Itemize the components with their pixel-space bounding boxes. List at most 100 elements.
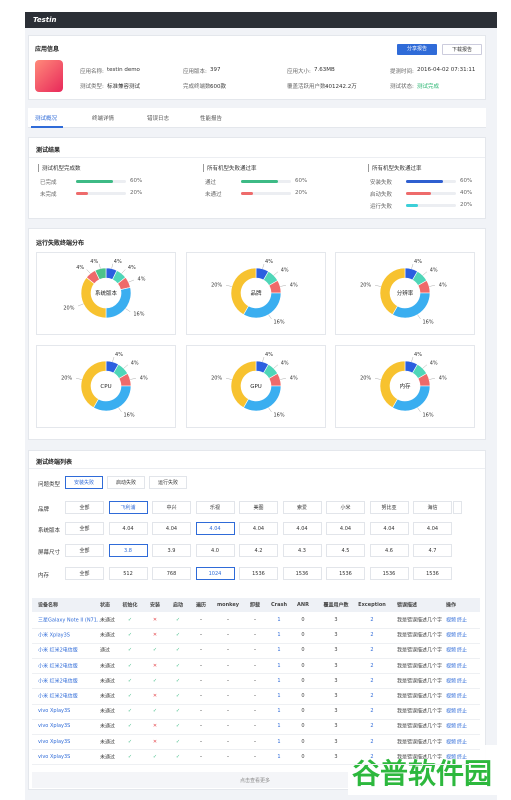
device-name[interactable]: vivo Xplay3S xyxy=(38,753,71,760)
filter-option[interactable]: 全部 xyxy=(65,501,104,514)
donut-slice xyxy=(94,267,107,280)
filter-option[interactable]: 4.04 xyxy=(195,522,235,535)
cell: – xyxy=(199,632,203,639)
filter-option[interactable]: 4.5 xyxy=(326,544,365,557)
row-divider xyxy=(32,749,480,751)
logo[interactable]: Testin xyxy=(33,16,57,24)
tab[interactable]: 性能报告 xyxy=(200,116,223,122)
filter-option[interactable]: 1536 xyxy=(239,567,278,580)
filter-option[interactable]: 3.8 xyxy=(108,544,148,557)
device-name[interactable]: 小米 Xplay3S xyxy=(38,632,70,639)
slice-label: 4% xyxy=(265,352,273,358)
cell: ✕ xyxy=(152,632,158,639)
tab[interactable]: 错误日志 xyxy=(147,116,170,122)
filter-option[interactable]: 飞利浦 xyxy=(108,501,148,514)
filter-option[interactable]: 小米 xyxy=(326,501,365,514)
leader-line xyxy=(411,356,414,362)
slice-label: 4% xyxy=(265,259,273,265)
action-link[interactable]: 视频 xyxy=(446,754,457,761)
filter-option[interactable]: 4.04 xyxy=(108,522,148,535)
action-link[interactable]: 终止 xyxy=(457,693,468,700)
filter-option[interactable]: 4.7 xyxy=(413,544,452,557)
filter-option[interactable]: 全部 xyxy=(65,522,104,535)
action-link[interactable]: 视频 xyxy=(446,632,457,639)
filter-option[interactable]: 4.6 xyxy=(369,544,409,557)
filter-option[interactable]: 1536 xyxy=(282,567,322,580)
slice-label: 4% xyxy=(290,375,298,381)
action-link[interactable]: 终止 xyxy=(457,617,468,624)
action-link[interactable]: 终止 xyxy=(457,754,468,761)
filter-option[interactable]: 4.3 xyxy=(282,544,322,557)
filter-option[interactable]: 1536 xyxy=(326,567,365,580)
filter-option[interactable]: 全部 xyxy=(65,567,104,580)
action-link[interactable]: 视频 xyxy=(446,678,457,685)
filter-option[interactable]: 1024 xyxy=(195,567,235,580)
device-name[interactable]: 小米 红米2电信版 xyxy=(38,647,78,654)
bar-track xyxy=(406,192,456,195)
action-link[interactable]: 终止 xyxy=(457,708,468,715)
filter-option[interactable]: 3.9 xyxy=(152,544,191,557)
action-link[interactable]: 视频 xyxy=(446,693,457,700)
action-link[interactable]: 视频 xyxy=(446,739,457,746)
action-link[interactable]: 终止 xyxy=(457,647,468,654)
filter-option[interactable]: 4.04 xyxy=(369,522,409,535)
action-link[interactable]: 视频 xyxy=(446,663,457,670)
filter-option[interactable]: 4.04 xyxy=(326,522,365,535)
slice-label: 20% xyxy=(211,282,222,288)
share-button[interactable]: 分享报告 xyxy=(397,44,437,55)
action-link[interactable]: 终止 xyxy=(457,632,468,639)
action-link[interactable]: 视频 xyxy=(446,723,457,730)
tab[interactable]: 测试概况 xyxy=(35,116,58,122)
filter-option[interactable]: 4.2 xyxy=(239,544,278,557)
filter-option[interactable]: 启动失败 xyxy=(107,476,145,489)
action-link[interactable]: 终止 xyxy=(457,723,468,730)
filter-option[interactable]: 全部 xyxy=(65,544,104,557)
tab[interactable]: 终端详情 xyxy=(92,116,115,122)
action-link[interactable]: 视频 xyxy=(446,647,457,654)
cell: – xyxy=(199,738,203,745)
cell: ✓ xyxy=(127,723,133,730)
filter-option[interactable]: 索爱 xyxy=(282,501,322,514)
action-link[interactable]: 终止 xyxy=(457,678,468,685)
filter-option[interactable]: 乐视 xyxy=(195,501,235,514)
device-name[interactable]: 小米 红米2电信版 xyxy=(38,678,78,685)
row-divider xyxy=(32,673,480,675)
device-name[interactable]: 三星Galaxy Note II (N71... xyxy=(38,617,102,624)
filter-option[interactable]: 运行失败 xyxy=(149,476,187,489)
device-name[interactable]: vivo Xplay3S xyxy=(38,738,71,745)
device-name[interactable]: vivo Xplay3S xyxy=(38,708,71,715)
filter-option[interactable]: 海信 xyxy=(413,501,452,514)
divider xyxy=(29,157,485,158)
filter-option[interactable]: 努比亚 xyxy=(369,501,409,514)
filter-option[interactable]: 中兴 xyxy=(152,501,191,514)
cell: – xyxy=(253,693,257,699)
leader-line xyxy=(128,279,135,283)
leader-line xyxy=(123,364,129,369)
slice-label: 4% xyxy=(140,375,148,381)
dropdown-toggle[interactable] xyxy=(453,501,462,514)
cell: – xyxy=(199,693,203,699)
device-name[interactable]: vivo Xplay3S xyxy=(38,723,71,730)
filter-option[interactable]: 1536 xyxy=(413,567,452,580)
filter-option[interactable]: 4.04 xyxy=(413,522,452,535)
device-name[interactable]: 小米 红米2电信版 xyxy=(38,693,78,700)
donut-chart: 4%4%4%16%20%4%4%系统版本 xyxy=(63,259,146,319)
filter-option[interactable]: 768 xyxy=(152,567,191,580)
filter-option[interactable]: 安装失败 xyxy=(65,476,103,489)
filter-option[interactable]: 4.04 xyxy=(282,522,322,535)
cell: 2 xyxy=(370,738,374,745)
donut-center: GPU xyxy=(250,384,262,390)
more-link[interactable]: 点击查看更多 xyxy=(240,778,271,784)
device-name[interactable]: 小米 红米2电信版 xyxy=(38,663,78,670)
action-link[interactable]: 终止 xyxy=(457,739,468,746)
action-link[interactable]: 终止 xyxy=(457,663,468,670)
filter-option[interactable]: 美图 xyxy=(239,501,278,514)
filter-option[interactable]: 512 xyxy=(108,567,148,580)
download-button[interactable]: 下载报告 xyxy=(442,44,482,55)
action-link[interactable]: 视频 xyxy=(446,617,457,624)
action-link[interactable]: 视频 xyxy=(446,708,457,715)
filter-option[interactable]: 1536 xyxy=(369,567,409,580)
filter-option[interactable]: 4.04 xyxy=(239,522,278,535)
filter-option[interactable]: 4.04 xyxy=(152,522,191,535)
filter-option[interactable]: 4.0 xyxy=(195,544,235,557)
